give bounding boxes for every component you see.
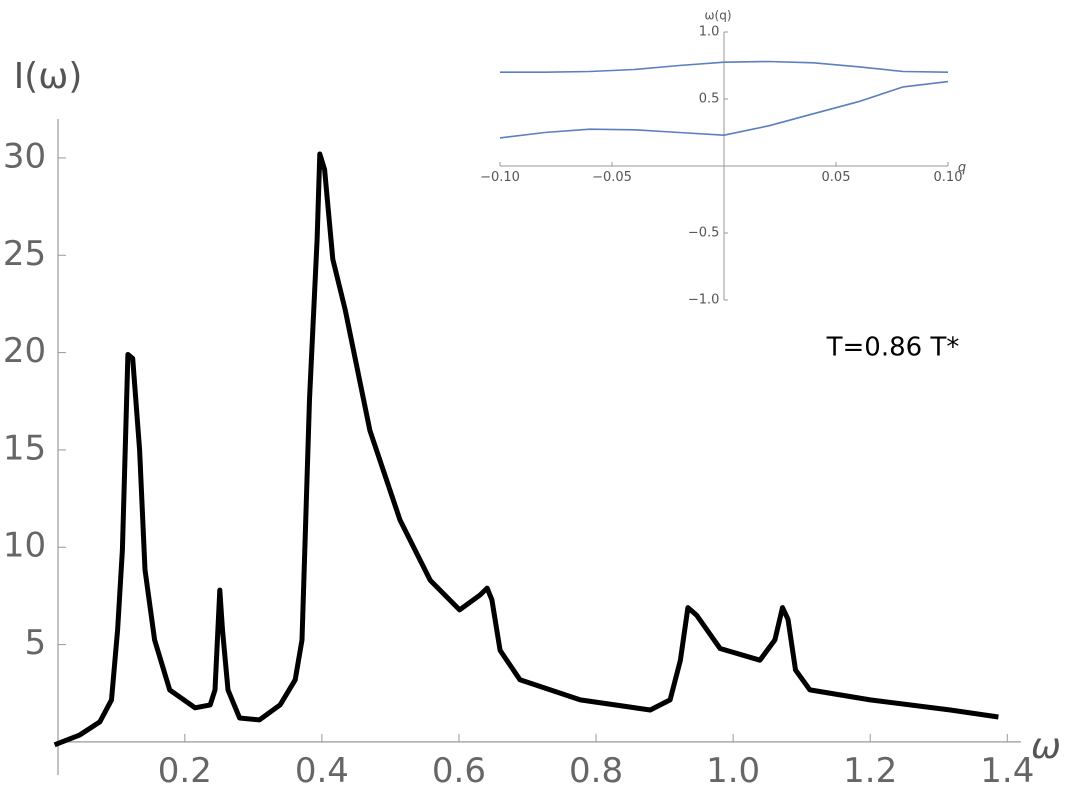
x-tick-label: 0.10 <box>934 170 963 185</box>
y-tick-label: 0.5 <box>699 92 720 107</box>
x-tick-label: 1.2 <box>843 751 897 791</box>
x-tick-label: 0.05 <box>822 170 851 185</box>
x-axis-label: q <box>958 161 966 176</box>
y-tick-label: 30 <box>3 136 46 176</box>
y-tick-label: 1.0 <box>699 25 720 40</box>
y-axis-label: ω(q) <box>704 9 731 23</box>
x-axis-label: ω <box>1031 726 1061 767</box>
x-tick-label: −0.10 <box>480 170 520 185</box>
annotation: T=0.86 T* <box>826 333 960 363</box>
y-tick-label: 20 <box>3 331 46 371</box>
y-tick-label: 5 <box>24 623 46 663</box>
data-line <box>53 151 999 748</box>
y-tick-label: −1.0 <box>688 293 720 308</box>
y-tick-label: 25 <box>3 234 46 274</box>
y-tick-label: 10 <box>3 526 46 566</box>
x-tick-label: −0.05 <box>592 170 632 185</box>
y-tick-label: 15 <box>3 428 46 468</box>
y-tick-label: −0.5 <box>688 226 720 241</box>
x-tick-label: 1.4 <box>980 751 1034 791</box>
x-tick-label: 0.8 <box>569 751 623 791</box>
data-line <box>499 80 949 139</box>
x-tick-label: 0.6 <box>432 751 486 791</box>
x-tick-label: 0.4 <box>295 751 349 791</box>
y-axis-label: I(ω) <box>14 56 83 97</box>
x-tick-label: 0.2 <box>158 751 212 791</box>
data-line <box>500 60 949 73</box>
x-tick-label: 1.0 <box>706 751 760 791</box>
